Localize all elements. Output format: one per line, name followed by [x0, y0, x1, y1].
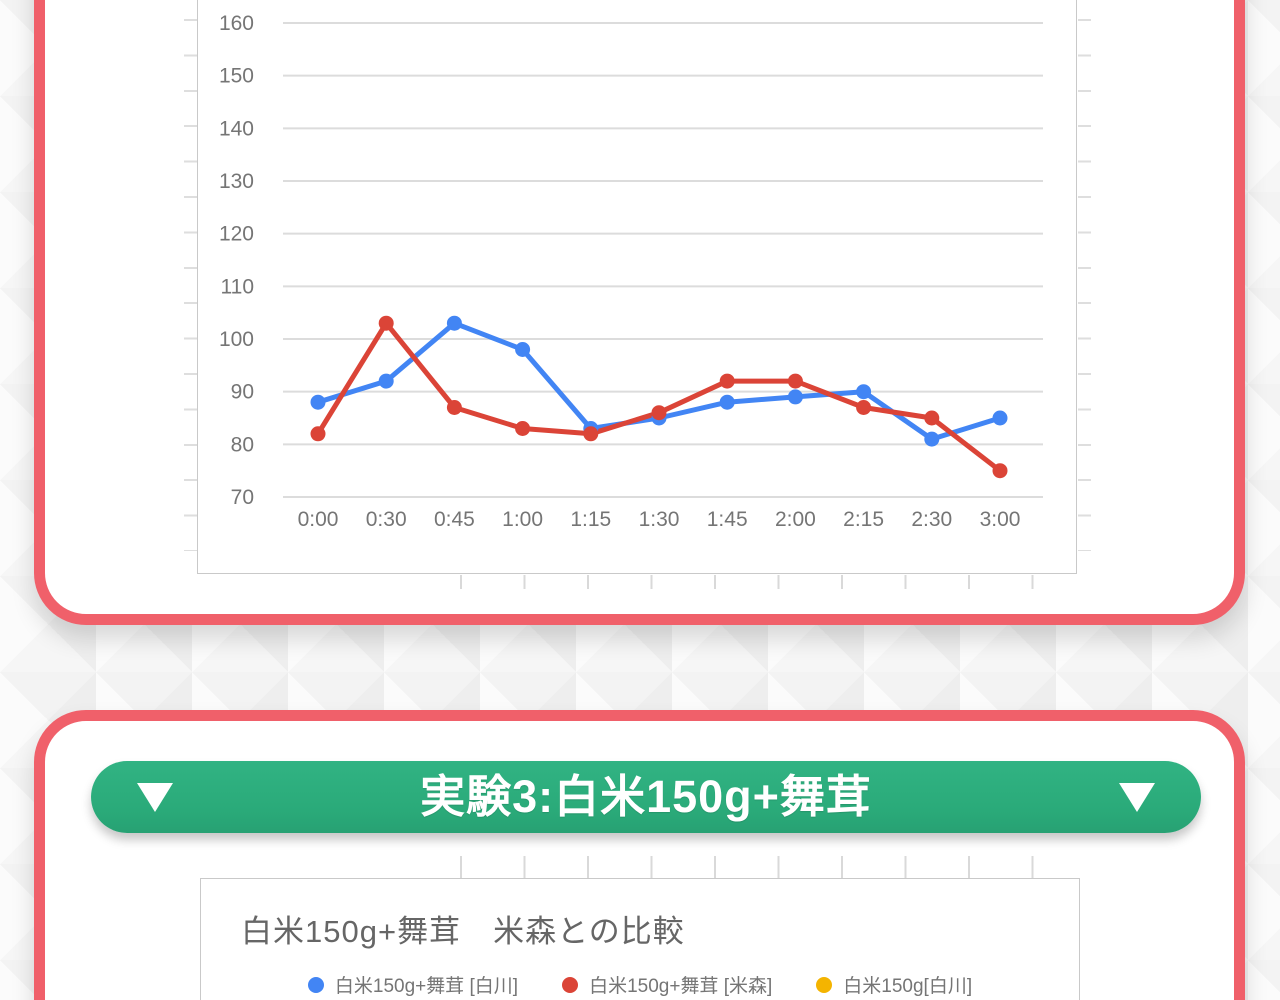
series-line [315, 320, 1003, 474]
y-axis-tick-label: 130 [219, 170, 254, 193]
data-point [924, 410, 940, 426]
chart-title: 白米150g+舞茸 米森との比較 [241, 914, 685, 949]
x-axis-tick-label: 3:00 [980, 508, 1021, 531]
data-point [446, 400, 462, 415]
data-point [651, 405, 667, 421]
x-axis-tick-label: 0:30 [366, 508, 407, 531]
data-point [787, 389, 803, 405]
experiment3-card: 実験3:白米150g+舞茸 白米150g+舞茸 米森との比較 白米150g+舞茸… [34, 710, 1245, 1000]
data-point [446, 315, 462, 331]
y-axis-tick-label: 150 [219, 65, 254, 88]
data-point [515, 342, 531, 357]
comparison-chart-frame: 白米150g+舞茸 米森との比較 白米150g+舞茸 [白川] 白米150g+舞… [200, 878, 1080, 1000]
data-point [719, 394, 735, 410]
data-point [515, 421, 531, 436]
legend-label: 白米150g[白川] [843, 976, 973, 997]
triangle-down-icon [137, 782, 173, 812]
x-axis-tick-label: 2:00 [775, 508, 816, 531]
y-axis-tick-label: 160 [219, 12, 254, 35]
spreadsheet-column-ticks [460, 575, 1076, 589]
y-axis-tick-label: 100 [219, 328, 254, 351]
legend-label: 白米150g+舞茸 [白川] [334, 976, 519, 997]
legend-item: 白米150g[白川] [816, 971, 972, 998]
data-point [310, 394, 326, 410]
data-point [924, 431, 940, 447]
glucose-chart-frame: 70 80 90 100 110 120 130 140 150 160 0:00 0:30 0:45 1… [197, 0, 1077, 574]
data-point [378, 315, 394, 331]
y-axis-tick-label: 70 [231, 486, 254, 509]
series-dot-icon [816, 976, 833, 993]
data-point [583, 426, 599, 442]
series-dot-icon [562, 976, 579, 993]
legend-item: 白米150g+舞茸 [米森] [562, 971, 772, 998]
x-axis-tick-label: 0:00 [298, 508, 339, 531]
chart-legend: 白米150g+舞茸 [白川] 白米150g+舞茸 [米森] 白米150g[白川] [201, 971, 1079, 998]
x-axis-tick-label: 1:45 [707, 508, 748, 531]
data-point [856, 400, 872, 415]
data-point [310, 426, 326, 442]
data-point [719, 373, 735, 389]
x-axis-tick-label: 1:30 [639, 508, 680, 531]
data-point [378, 373, 394, 389]
x-axis-tick-label: 1:00 [502, 508, 543, 531]
data-point [856, 384, 872, 400]
experiment2-card: 70 80 90 100 110 120 130 140 150 160 0:00 0:30 0:45 1… [34, 0, 1245, 625]
series-dot-icon [307, 976, 324, 993]
experiment3-accordion-header[interactable]: 実験3:白米150g+舞茸 [91, 761, 1201, 833]
data-point [992, 410, 1008, 426]
data-point [787, 373, 803, 389]
x-axis-tick-label: 2:30 [911, 508, 952, 531]
glucose-line-chart: 70 80 90 100 110 120 130 140 150 160 0:00 0:30 0:45 1… [219, 12, 1043, 531]
x-axis-tick-label: 2:15 [843, 508, 884, 531]
spreadsheet-row-ticks-right [1078, 19, 1091, 551]
x-axis-tick-label: 1:15 [570, 508, 611, 531]
y-axis-tick-label: 80 [231, 433, 254, 456]
triangle-down-icon [1119, 782, 1155, 812]
section-title: 実験3:白米150g+舞茸 [420, 771, 872, 822]
y-axis-tick-label: 140 [219, 117, 254, 140]
spreadsheet-row-ticks-left [184, 19, 197, 551]
legend-item: 白米150g+舞茸 [白川] [307, 971, 519, 998]
legend-label: 白米150g+舞茸 [米森] [589, 976, 773, 997]
y-axis-tick-label: 90 [231, 381, 254, 404]
y-axis-tick-label: 110 [221, 275, 254, 298]
y-axis-tick-label: 120 [219, 223, 254, 246]
x-axis-tick-label: 0:45 [434, 508, 475, 531]
spreadsheet-column-ticks [460, 856, 1076, 878]
data-point [992, 463, 1008, 479]
